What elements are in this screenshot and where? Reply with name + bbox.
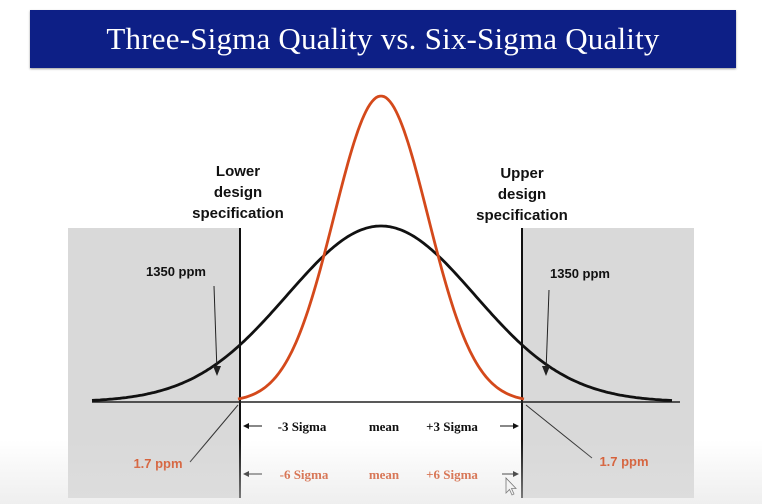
minus-six-sigma-label: -6 Sigma: [280, 467, 329, 482]
upper-spec-label-line1: Upper: [500, 165, 544, 182]
mouse-cursor-icon: [505, 477, 517, 496]
three-sigma-arrowhead-right: [513, 423, 519, 429]
right-small-ppm-label: 1.7 ppm: [599, 454, 648, 469]
mean-label: mean: [369, 419, 400, 434]
six-sigma-curve: [237, 94, 525, 401]
left-ppm-pointer: [213, 285, 218, 373]
lower-spec-label-line1: Lower: [216, 163, 260, 180]
title-banner: Three-Sigma Quality vs. Six-Sigma Qualit…: [30, 10, 736, 68]
plus-three-sigma-label: +3 Sigma: [426, 419, 478, 434]
six-sigma-arrowhead-left: [243, 471, 249, 477]
left-small-ppm-label: 1.7 ppm: [133, 456, 182, 471]
three-sigma-arrowhead-left: [243, 423, 249, 429]
minus-three-sigma-label: -3 Sigma: [278, 419, 327, 434]
plus-six-sigma-label: +6 Sigma: [426, 467, 478, 482]
three-sigma-curve: [91, 224, 673, 402]
right-ppm-arrowhead: [542, 366, 550, 376]
six-sigma-arrowhead-right: [513, 471, 519, 477]
page-title: Three-Sigma Quality vs. Six-Sigma Qualit…: [106, 21, 660, 56]
upper-spec-label-line2: design: [498, 186, 546, 203]
right-ppm-pointer: [545, 289, 550, 373]
lower-spec-label-line2: design: [214, 184, 262, 201]
left-ppm-label: 1350 ppm: [146, 264, 206, 279]
upper-spec-label-line3: specification: [476, 207, 568, 224]
mean-six-label: mean: [369, 467, 400, 482]
right-ppm-label: 1350 ppm: [550, 266, 610, 281]
left-ppm-arrowhead: [213, 366, 221, 376]
lower-spec-label-line3: specification: [192, 205, 284, 222]
